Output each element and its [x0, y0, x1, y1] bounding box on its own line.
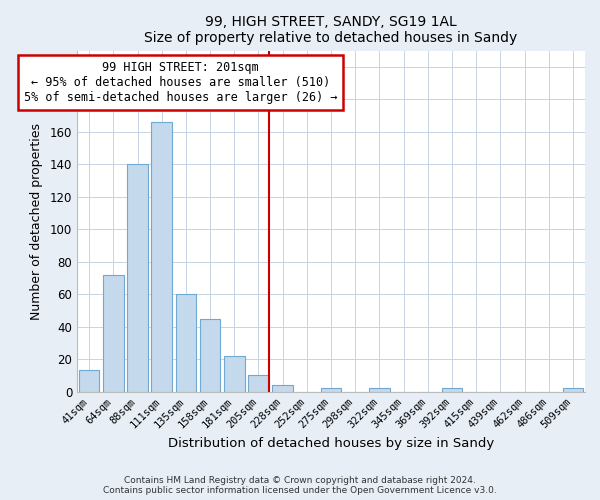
Bar — [563, 388, 583, 392]
Bar — [79, 370, 100, 392]
Bar — [127, 164, 148, 392]
Bar — [176, 294, 196, 392]
Bar — [224, 356, 245, 392]
Bar — [321, 388, 341, 392]
Bar — [369, 388, 389, 392]
Y-axis label: Number of detached properties: Number of detached properties — [30, 122, 43, 320]
X-axis label: Distribution of detached houses by size in Sandy: Distribution of detached houses by size … — [168, 437, 494, 450]
Bar — [442, 388, 462, 392]
Text: 99 HIGH STREET: 201sqm
← 95% of detached houses are smaller (510)
5% of semi-det: 99 HIGH STREET: 201sqm ← 95% of detached… — [24, 61, 337, 104]
Bar — [272, 385, 293, 392]
Bar — [200, 318, 220, 392]
Title: 99, HIGH STREET, SANDY, SG19 1AL
Size of property relative to detached houses in: 99, HIGH STREET, SANDY, SG19 1AL Size of… — [145, 15, 518, 45]
Text: Contains HM Land Registry data © Crown copyright and database right 2024.
Contai: Contains HM Land Registry data © Crown c… — [103, 476, 497, 495]
Bar — [103, 274, 124, 392]
Bar — [248, 376, 269, 392]
Bar — [151, 122, 172, 392]
